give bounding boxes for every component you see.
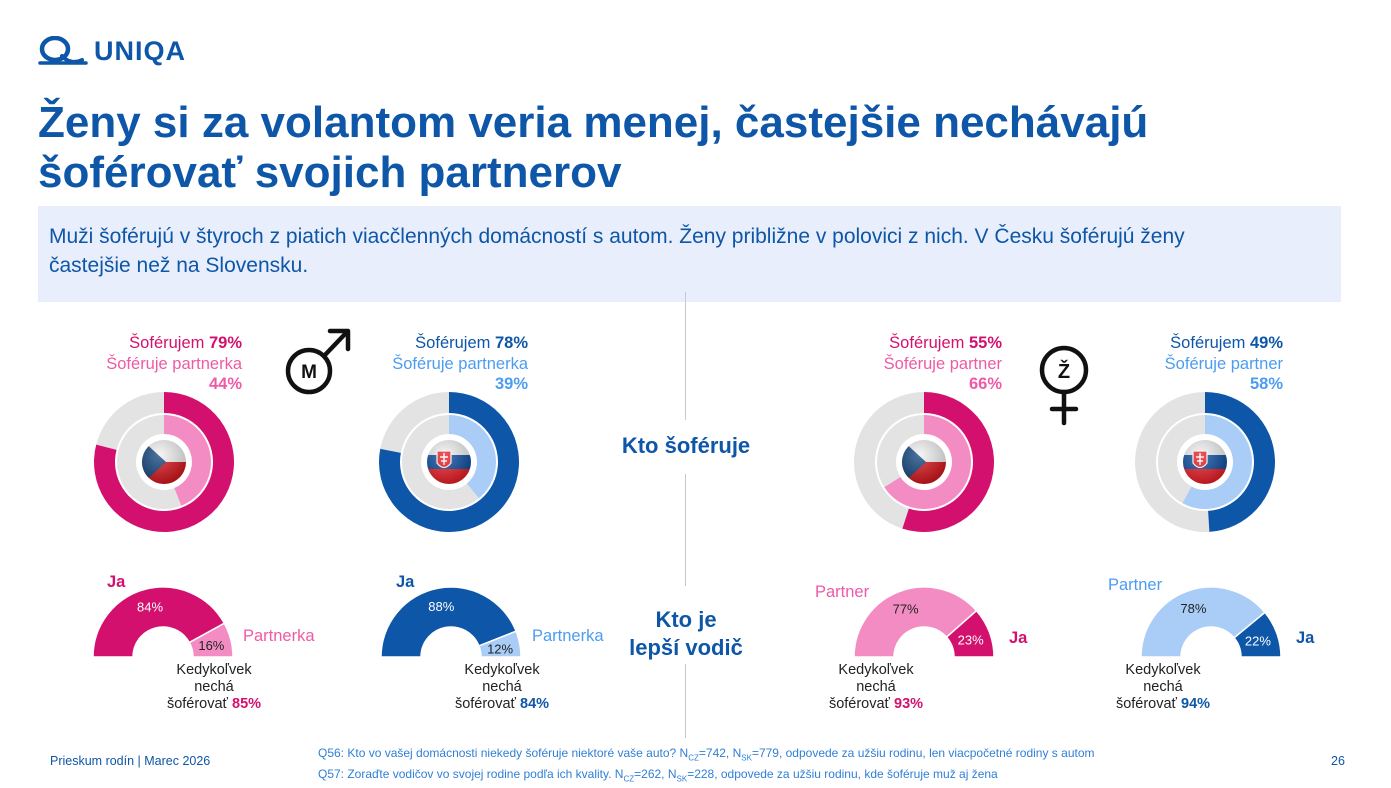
male-letter: M [301,362,317,383]
slovak-flag-icon [427,440,471,484]
title-line-2: šoférovať svojich partnerov [38,148,622,197]
uniqa-logo-icon [38,36,88,65]
gauge-partner-label-women-sk: Partner [1108,576,1163,594]
gauge-self-label-men-cz: Ja [107,573,126,591]
partner-drives-value: 39% [494,375,528,393]
donut-women-cz [854,392,994,532]
inner-ring-remainder [401,415,479,509]
male-symbol-icon: M [285,328,351,395]
czech-flag-icon [902,440,946,484]
footer-source: Prieskum rodín | Marec 2026 [50,754,211,768]
outer-ring-remainder [96,392,164,450]
uniqa-logo: UNIQA [38,34,186,68]
gauge-segment-ja [945,609,995,658]
gauge-value-label: 22% [1245,633,1271,648]
gauge-self-label-women-sk: Ja [1296,629,1315,647]
inner-ring-remainder [877,415,924,488]
self-drives-text: Šoférujem 49% [1170,334,1283,352]
slovak-flag-icon [1183,440,1227,484]
gauge-value-label: 77% [893,601,919,616]
gauge-men-sk: 88% 12% [380,586,522,658]
vertical-divider-middle [685,474,686,586]
gauge-partner-label-men-sk: Partnerka [532,627,604,645]
brand-name: UNIQA [94,35,186,66]
label-men-sk: Šoférujem 78% Šoféruje partnerka 39% [392,333,528,395]
title-line-1: Ženy si za volantom veria menej, častejš… [38,98,1149,147]
partner-drives-text: Šoféruje partner [1164,354,1283,373]
gauge-segment-partner [853,586,978,658]
summary-line-1: Muži šoférujú v štyroch z piatich viacčl… [49,225,1185,248]
donut-women-sk [1135,392,1276,532]
gauge-partner-label-women-cz: Partner [815,583,870,601]
gauge-caption-men-cz: Kedykoľvek nechá šoférovať 85% [166,662,262,712]
gauge-women-cz: 77% 23% [853,586,995,658]
outer-ring-remainder [380,392,449,453]
gauge-value-label: 78% [1180,601,1206,616]
footer-note-q56: Q56: Kto vo vašej domácnosti niekedy šof… [318,746,1095,763]
better-driver-line-2: lepší vodič [629,635,743,660]
label-women-cz: Šoférujem 55% Šoféruje partner 66% [884,333,1002,395]
partner-drives-value: 44% [208,375,242,393]
better-driver-label: Kto je lepší vodič [586,606,786,662]
partner-drives-value: 66% [968,375,1002,393]
donut-men-cz [94,392,234,532]
partner-drives-text: Šoféruje partnerka [106,354,242,373]
gauge-segment-partner [1140,586,1266,658]
outer-ring-value-arc [379,392,519,532]
gauge-value-label: 84% [137,600,163,615]
label-women-sk: Šoférujem 49% Šoféruje partner 58% [1165,333,1283,395]
page-number: 26 [1331,754,1345,768]
czech-flag-icon [142,440,186,484]
footer-note-q57: Q57: Zoraďte vodičov vo svojej rodine po… [318,767,998,784]
inner-ring-value-arc [1182,415,1252,509]
gauge-women-sk: 78% 22% [1140,586,1282,658]
gauge-caption-women-sk: Kedykoľvek nechá šoférovať 94% [1115,662,1211,712]
page-title: Ženy si za volantom veria menej, častejš… [38,98,1338,198]
partner-drives-value: 58% [1249,375,1283,393]
gauge-men-cz: 84% 16% [92,586,234,658]
gauge-caption-women-cz: Kedykoľvek nechá šoférovať 93% [828,662,924,712]
self-drives-text: Šoférujem 78% [415,334,528,352]
gauge-segment-ja [380,586,518,658]
summary-box [38,206,1341,302]
summary-text: Muži šoférujú v štyroch z piatich viacčl… [49,222,1329,280]
gauge-self-label-men-sk: Ja [396,573,415,591]
gauge-segment-ja [92,586,226,658]
gauge-segment-ja [1233,611,1282,658]
gauge-segment-partnerka [188,622,234,658]
outer-ring-value-arc [94,392,234,532]
outer-ring-value-arc [1205,392,1276,532]
female-symbol-icon: Ž [1039,345,1089,426]
outer-ring-remainder [854,392,924,529]
partner-drives-text: Šoféruje partnerka [392,354,528,373]
vertical-divider-top [685,292,686,420]
donut-men-sk [379,392,519,532]
partner-drives-text: Šoféruje partner [883,354,1002,373]
self-drives-text: Šoférujem 55% [889,334,1002,352]
footer-notes: Q56: Kto vo vašej domácnosti niekedy šof… [318,745,1095,788]
gauge-value-label: 23% [958,633,984,648]
gauge-caption-men-sk: Kedykoľvek nechá šoférovať 84% [454,662,550,712]
inner-ring-value-arc [884,415,971,509]
outer-ring-remainder [1135,392,1210,532]
inner-ring-value-arc [449,415,496,499]
gauge-self-label-women-cz: Ja [1009,629,1028,647]
gauge-segment-partnerka [477,630,522,658]
outer-ring-value-arc [902,392,994,532]
inner-ring-remainder [1158,415,1205,504]
vertical-divider-bottom [685,664,686,738]
female-letter: Ž [1058,359,1070,383]
self-drives-text: Šoférujem 79% [129,334,242,352]
inner-ring-remainder [117,415,182,509]
gauge-value-label: 12% [487,641,513,656]
summary-line-2: častejšie než na Slovensku. [49,254,309,277]
gauge-partner-label-men-cz: Partnerka [243,627,315,645]
label-men-cz: Šoférujem 79% Šoféruje partnerka 44% [106,333,242,395]
gauge-value-label: 88% [428,599,454,614]
inner-ring-value-arc [164,415,211,506]
gauge-value-label: 16% [198,638,224,653]
who-drives-label: Kto šoféruje [621,433,751,458]
better-driver-line-1: Kto je [655,607,717,632]
